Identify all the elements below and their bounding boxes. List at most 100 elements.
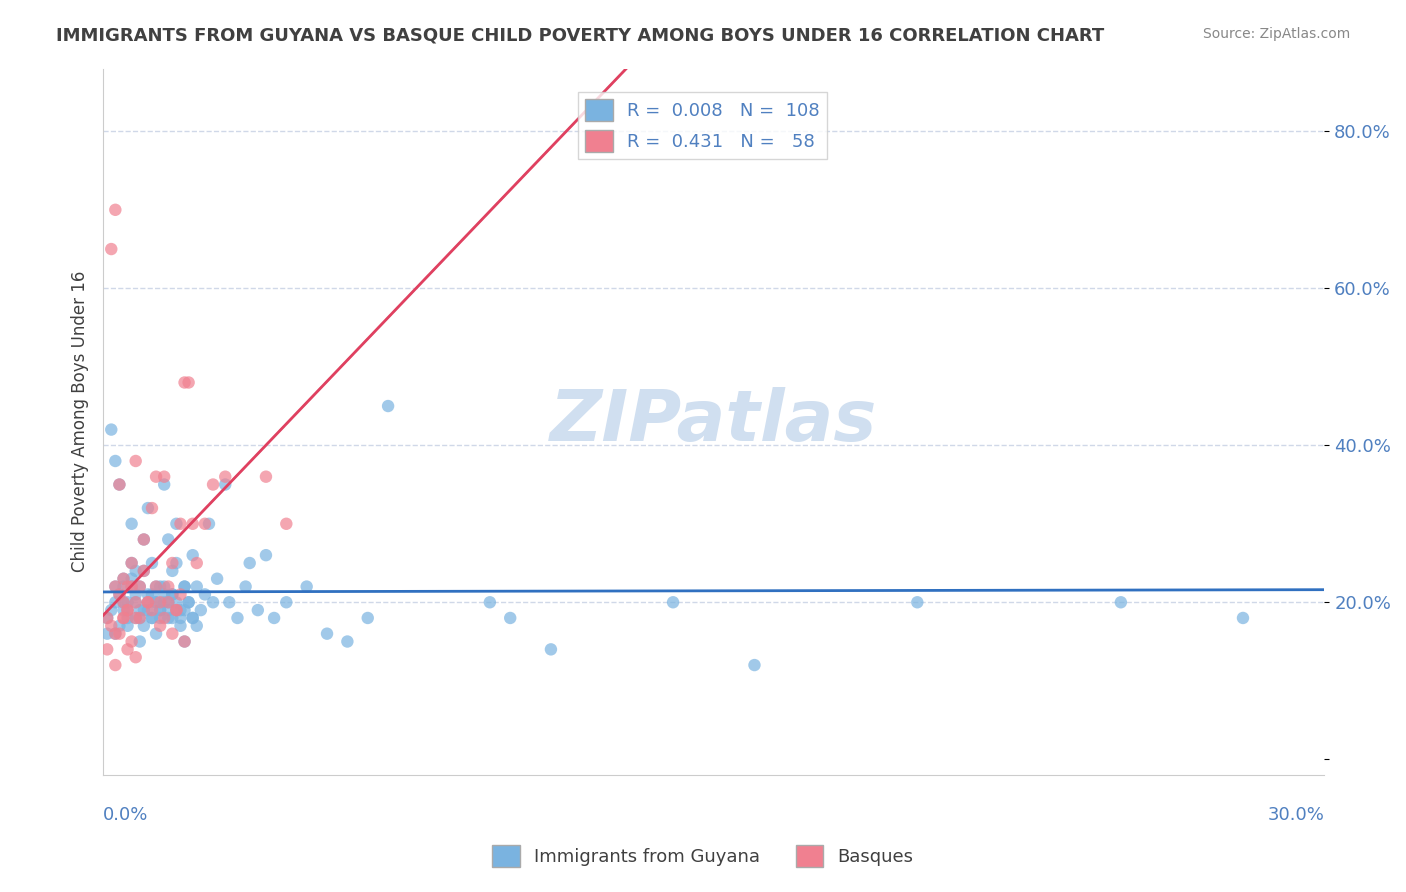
Point [136, 603, 159, 617]
Point [141, 603, 163, 617]
Point [112, 572, 135, 586]
Point [104, 580, 127, 594]
Point [218, 595, 240, 609]
Point [125, 595, 148, 609]
Point [149, 611, 172, 625]
Point [128, 611, 150, 625]
Point [121, 516, 143, 531]
Point [177, 376, 200, 390]
Point [108, 626, 131, 640]
Point [153, 477, 176, 491]
Point [136, 501, 159, 516]
Point [357, 611, 380, 625]
Point [145, 469, 167, 483]
Point [145, 626, 167, 640]
Point [149, 603, 172, 617]
Point [112, 580, 135, 594]
Point [162, 611, 184, 625]
Point [181, 611, 204, 625]
Point [177, 595, 200, 609]
Point [112, 611, 135, 625]
Point [157, 595, 180, 609]
Point [235, 580, 257, 594]
Point [153, 611, 176, 625]
Point [104, 202, 127, 217]
Point [276, 516, 298, 531]
Point [132, 619, 155, 633]
Point [744, 658, 766, 673]
Point [186, 619, 208, 633]
Point [96, 611, 118, 625]
Point [905, 595, 928, 609]
Point [96, 626, 118, 640]
Point [295, 580, 318, 594]
Point [96, 611, 118, 625]
Point [104, 595, 127, 609]
Text: ZIPatlas: ZIPatlas [550, 387, 877, 456]
Point [141, 611, 163, 625]
Point [205, 572, 228, 586]
Point [125, 611, 148, 625]
Point [145, 595, 167, 609]
Point [145, 595, 167, 609]
Point [254, 548, 277, 562]
Point [377, 399, 399, 413]
Point [125, 595, 148, 609]
Legend: R =  0.008   N =  108, R =  0.431   N =   58: R = 0.008 N = 108, R = 0.431 N = 58 [578, 92, 827, 159]
Point [117, 611, 139, 625]
Point [121, 572, 143, 586]
Point [540, 642, 562, 657]
Point [141, 611, 163, 625]
Point [117, 603, 139, 617]
Point [1109, 595, 1132, 609]
Point [165, 603, 187, 617]
Point [145, 580, 167, 594]
Point [104, 580, 127, 594]
Point [226, 611, 249, 625]
Point [276, 595, 298, 609]
Point [136, 595, 159, 609]
Point [165, 603, 187, 617]
Point [112, 595, 135, 609]
Point [165, 516, 187, 531]
Point [132, 564, 155, 578]
Point [149, 595, 172, 609]
Point [173, 603, 195, 617]
Point [128, 611, 150, 625]
Point [125, 564, 148, 578]
Point [100, 423, 122, 437]
Point [136, 587, 159, 601]
Point [202, 595, 225, 609]
Point [181, 611, 204, 625]
Point [121, 580, 143, 594]
Point [194, 587, 217, 601]
Point [162, 587, 184, 601]
Point [246, 603, 269, 617]
Point [173, 580, 195, 594]
Point [194, 516, 217, 531]
Point [336, 634, 359, 648]
Point [100, 619, 122, 633]
Point [162, 564, 184, 578]
Point [128, 603, 150, 617]
Point [162, 556, 184, 570]
Point [169, 587, 191, 601]
Point [169, 603, 191, 617]
Point [173, 634, 195, 648]
Point [165, 556, 187, 570]
Point [141, 501, 163, 516]
Point [254, 469, 277, 483]
Text: 30.0%: 30.0% [1268, 806, 1324, 824]
Point [181, 516, 204, 531]
Point [478, 595, 501, 609]
Point [117, 580, 139, 594]
Point [162, 587, 184, 601]
Point [165, 603, 187, 617]
Point [104, 626, 127, 640]
Point [128, 634, 150, 648]
Point [117, 603, 139, 617]
Point [112, 611, 135, 625]
Point [173, 634, 195, 648]
Point [128, 580, 150, 594]
Text: 0.0%: 0.0% [103, 806, 149, 824]
